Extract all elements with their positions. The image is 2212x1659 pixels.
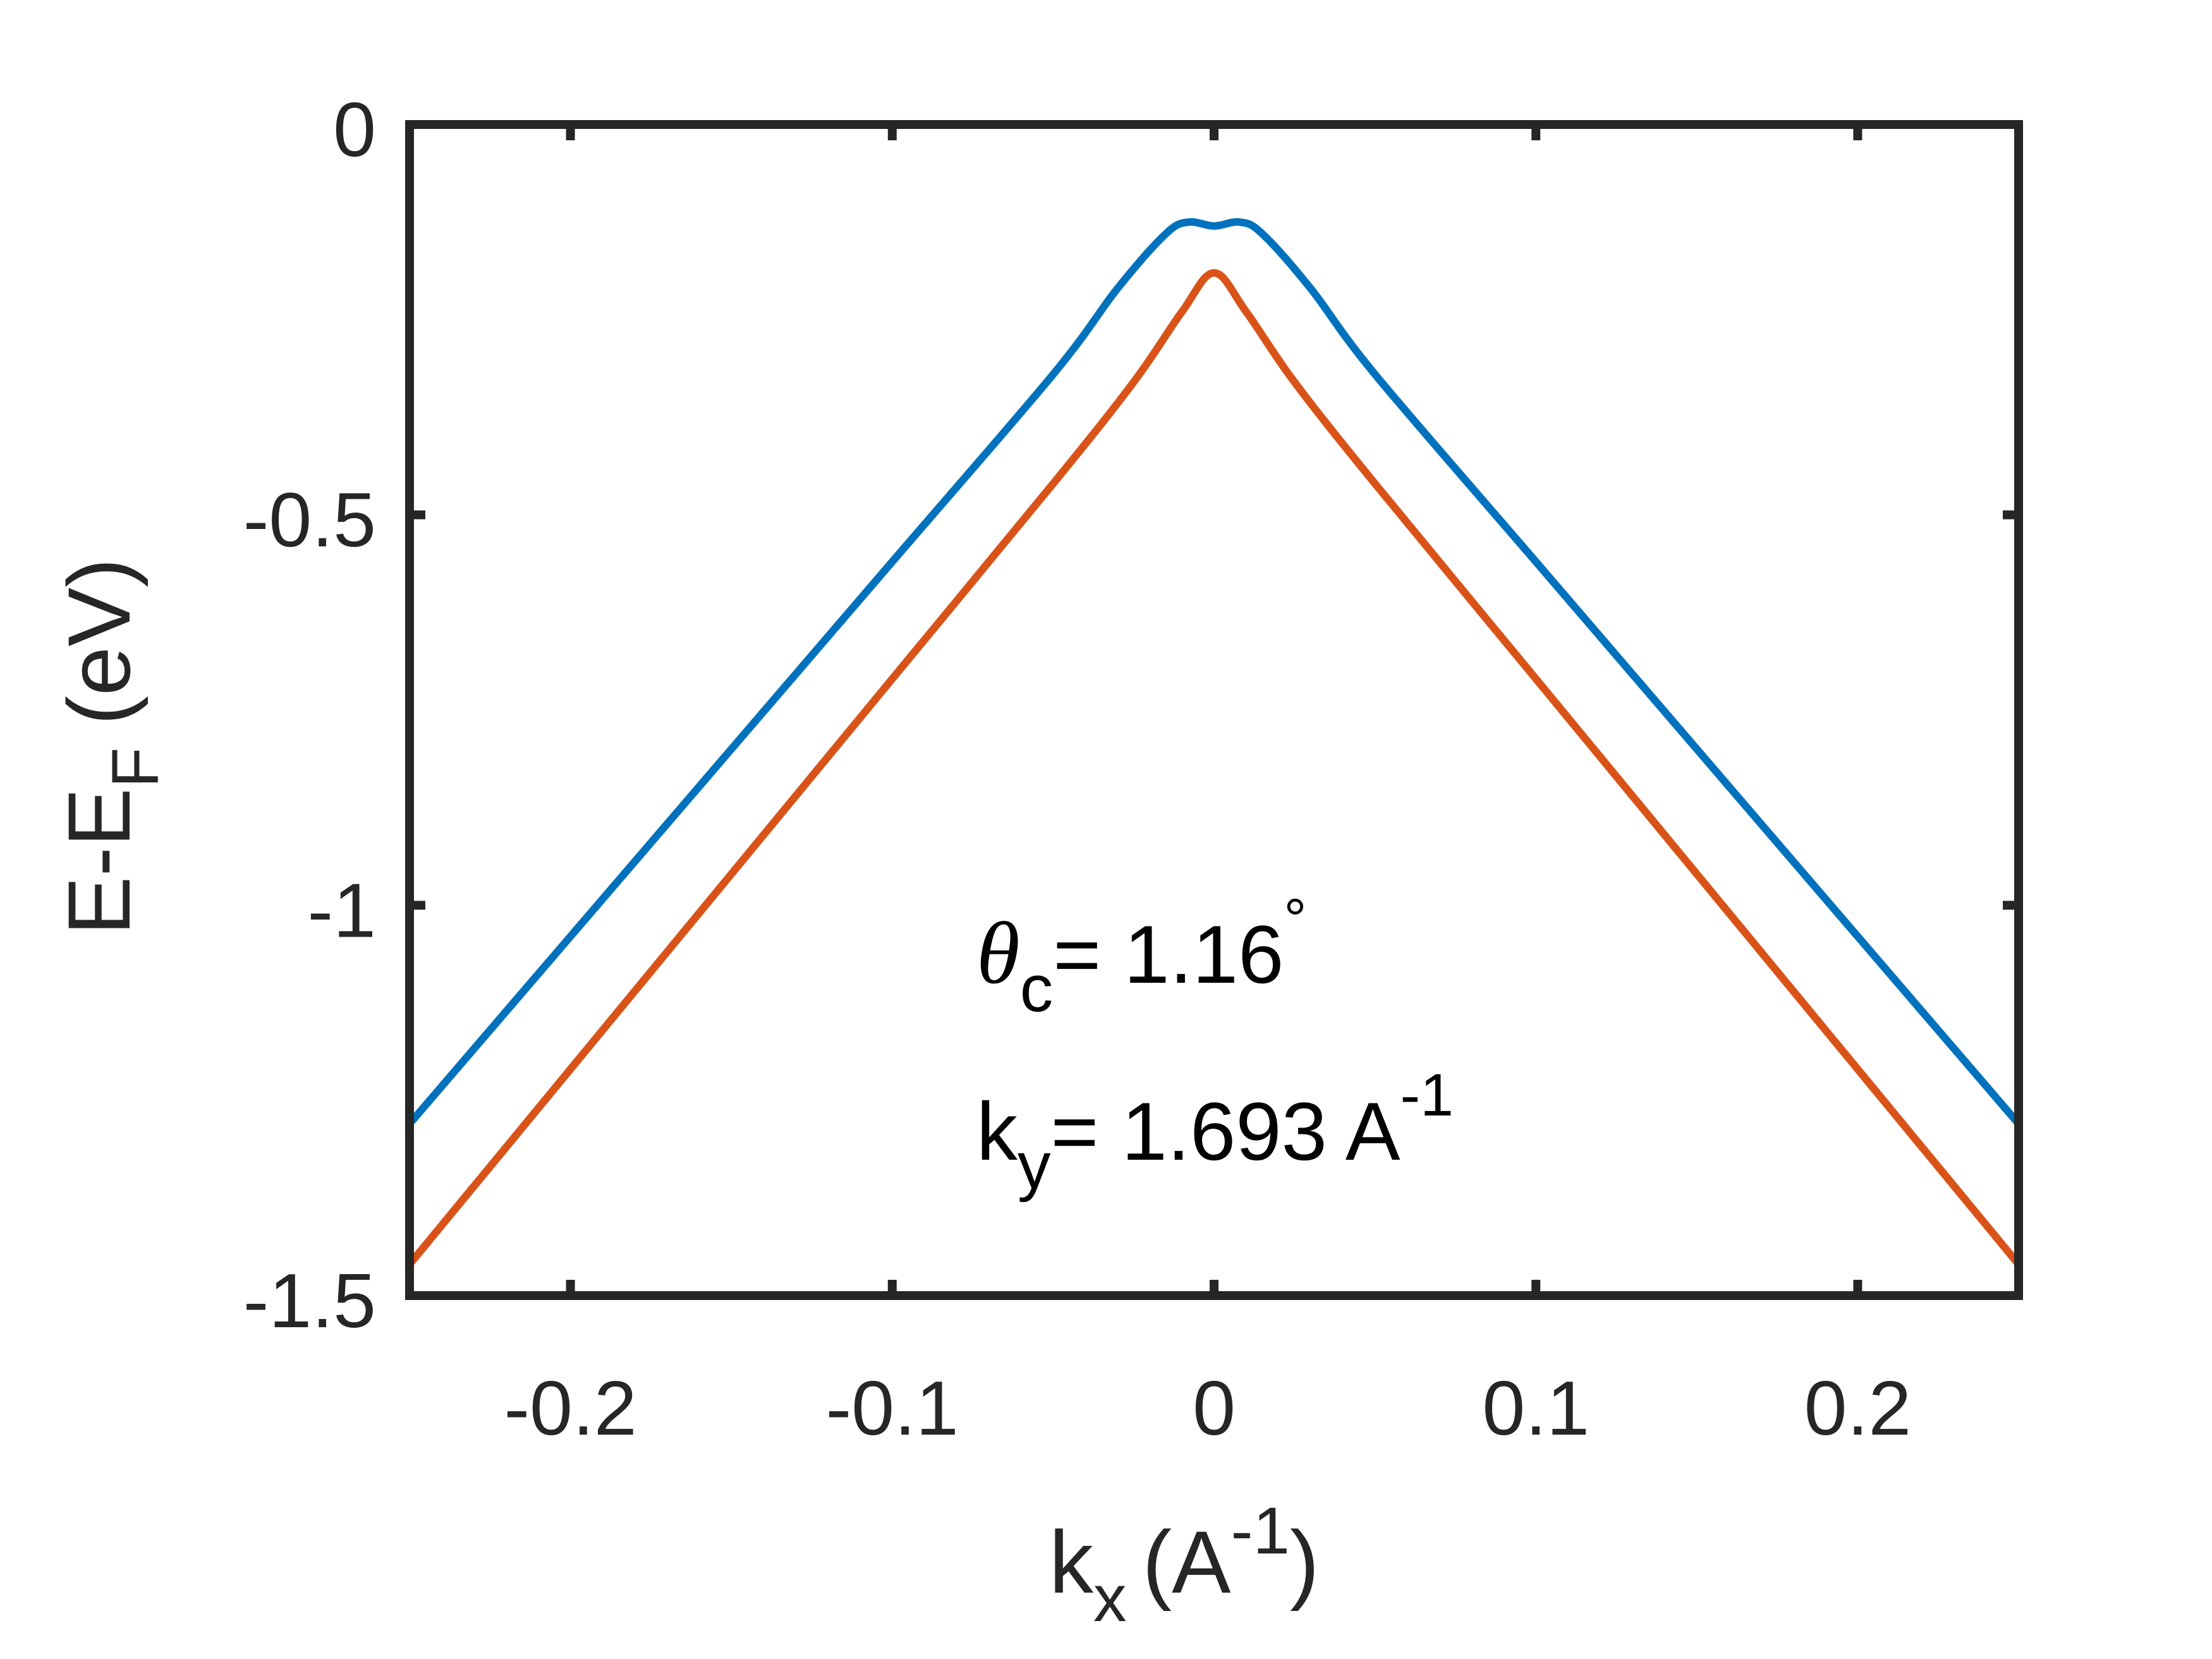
x-tick-label: 0	[1193, 1365, 1236, 1451]
y-tick-label: -1	[308, 867, 376, 953]
y-axis-label-subscript: F	[99, 747, 173, 787]
x-tick-label: -0.2	[504, 1365, 636, 1451]
x-tick-label: 0.1	[1482, 1365, 1589, 1451]
lower-band-line	[406, 269, 2022, 1267]
y-tick-label: -0.5	[243, 477, 376, 563]
x-axis-label-unit-close: )	[1290, 1512, 1320, 1612]
axis-tick-labels: -0.2 -0.1 0 0.1 0.2 0 -0.5 -1 -1.5	[243, 87, 1911, 1451]
plot-area-frame	[405, 120, 2023, 1300]
upper-band-line	[406, 218, 2022, 1127]
y-axis-label-unit: (eV)	[49, 558, 149, 725]
ky-annotation: ky= 1.693 A-1	[976, 1062, 1454, 1203]
x-axis-label: kx (A-1)	[1049, 1494, 1320, 1636]
twist-angle-annotation: θc= 1.16°	[976, 888, 1306, 1026]
theta-symbol: θ	[976, 904, 1020, 1002]
y-tick-label: -1.5	[243, 1258, 376, 1344]
x-axis-label-superscript: -1	[1231, 1494, 1290, 1568]
x-tick-label: -0.1	[826, 1365, 959, 1451]
ky-main: k	[976, 1085, 1018, 1177]
degree-symbol: °	[1284, 888, 1306, 951]
data-series	[406, 218, 2022, 1267]
y-tick-label: 0	[333, 87, 376, 173]
ky-superscript: -1	[1401, 1062, 1454, 1129]
twist-angle-value: = 1.16	[1053, 908, 1284, 1000]
x-axis-label-unit-open: (A	[1143, 1512, 1232, 1612]
ky-subscript: y	[1018, 1129, 1051, 1203]
y-axis-label-main: E-E	[49, 788, 149, 935]
x-tick-label: 0.2	[1804, 1365, 1912, 1451]
ky-value: = 1.693 A	[1051, 1085, 1401, 1177]
y-axis-label: E-EF (eV)	[49, 558, 173, 935]
x-axis-label-main: k	[1049, 1512, 1094, 1612]
theta-subscript: c	[1020, 952, 1054, 1026]
x-axis-label-subscript: x	[1093, 1562, 1127, 1636]
